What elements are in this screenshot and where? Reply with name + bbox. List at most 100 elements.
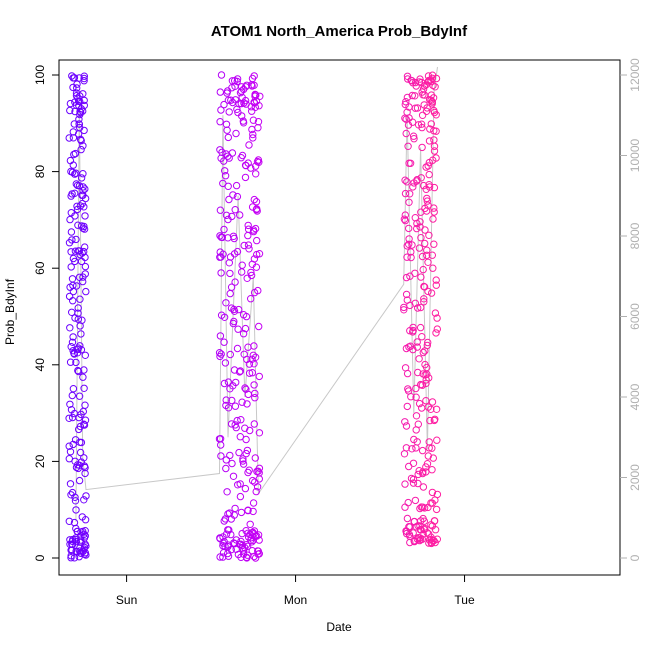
data-point <box>428 488 437 497</box>
data-point <box>231 278 239 286</box>
data-point <box>80 384 88 392</box>
data-point <box>79 407 88 416</box>
data-point <box>80 496 88 504</box>
data-point <box>216 206 225 214</box>
data-point <box>234 481 242 489</box>
data-point <box>431 309 440 317</box>
data-point <box>422 107 431 116</box>
data-point <box>75 476 84 485</box>
data-point <box>408 241 416 249</box>
data-point <box>66 358 75 366</box>
data-point <box>66 99 75 108</box>
data-point <box>423 194 431 203</box>
data-point <box>82 287 90 296</box>
data-point <box>406 272 414 280</box>
data-point <box>404 75 412 83</box>
data-point <box>430 517 439 525</box>
data-point <box>228 396 236 405</box>
data-point <box>242 435 250 444</box>
data-point <box>225 509 234 517</box>
data-point <box>403 108 411 116</box>
data-point <box>225 108 233 116</box>
data-point <box>424 72 433 80</box>
data-point <box>80 454 88 462</box>
data-point <box>222 530 231 538</box>
data-point <box>407 393 415 401</box>
data-point <box>405 224 413 233</box>
data-point <box>248 547 257 555</box>
data-point <box>81 401 89 409</box>
data-point <box>425 158 433 167</box>
data-point <box>241 424 249 432</box>
data-point <box>432 329 440 337</box>
data-point <box>216 146 224 154</box>
data-point <box>248 369 257 377</box>
data-point <box>78 249 86 257</box>
data-point <box>409 479 418 487</box>
data-point <box>238 268 246 276</box>
data-point <box>407 474 416 483</box>
data-point <box>237 87 246 95</box>
data-point <box>433 314 441 322</box>
data-point <box>418 143 426 152</box>
data-point <box>65 414 73 422</box>
data-point <box>254 124 262 132</box>
data-point <box>226 253 235 261</box>
data-point <box>250 288 259 297</box>
y2-tick-label: 12000 <box>628 58 642 92</box>
data-point <box>72 235 80 244</box>
data-point <box>419 468 427 476</box>
data-point <box>70 120 79 128</box>
data-point <box>77 330 85 338</box>
data-point <box>431 415 439 423</box>
y-tick-label: 100 <box>33 65 47 85</box>
y2-tick-label: 4000 <box>628 383 642 410</box>
data-point <box>240 350 248 358</box>
data-point <box>411 78 420 87</box>
data-point <box>430 204 438 212</box>
data-point <box>70 150 78 159</box>
data-point <box>403 242 411 250</box>
x-tick-label: Tue <box>454 593 475 607</box>
data-point <box>218 233 227 242</box>
data-point <box>75 101 83 110</box>
data-point <box>403 402 411 411</box>
data-point <box>418 333 426 341</box>
data-point <box>231 206 239 214</box>
data-point <box>65 517 74 525</box>
data-point <box>429 215 437 223</box>
data-point <box>418 404 426 412</box>
data-point <box>427 96 435 105</box>
data-point <box>423 246 431 254</box>
data-point <box>411 496 420 505</box>
data-point <box>408 445 416 453</box>
data-point <box>255 429 264 437</box>
data-point <box>238 151 247 160</box>
data-point <box>68 308 76 316</box>
data-point <box>429 454 437 462</box>
data-point <box>428 74 436 83</box>
secondary-series-line <box>75 66 438 522</box>
data-point <box>73 548 81 556</box>
data-point <box>243 542 252 550</box>
data-point <box>66 448 75 456</box>
data-point <box>414 420 422 428</box>
data-point <box>425 530 433 538</box>
data-point <box>402 98 410 106</box>
data-point <box>224 404 233 412</box>
data-point <box>401 503 409 511</box>
y2-tick-label: 8000 <box>628 222 642 249</box>
data-point <box>418 123 426 132</box>
data-point <box>251 554 260 562</box>
data-point <box>220 379 229 388</box>
data-point <box>216 88 225 96</box>
data-point <box>248 260 257 268</box>
data-point <box>65 442 73 450</box>
data-point <box>413 438 421 446</box>
data-point <box>226 350 235 359</box>
data-point <box>65 292 74 301</box>
data-point <box>250 527 259 535</box>
data-point <box>419 514 427 523</box>
data-point <box>77 145 85 154</box>
